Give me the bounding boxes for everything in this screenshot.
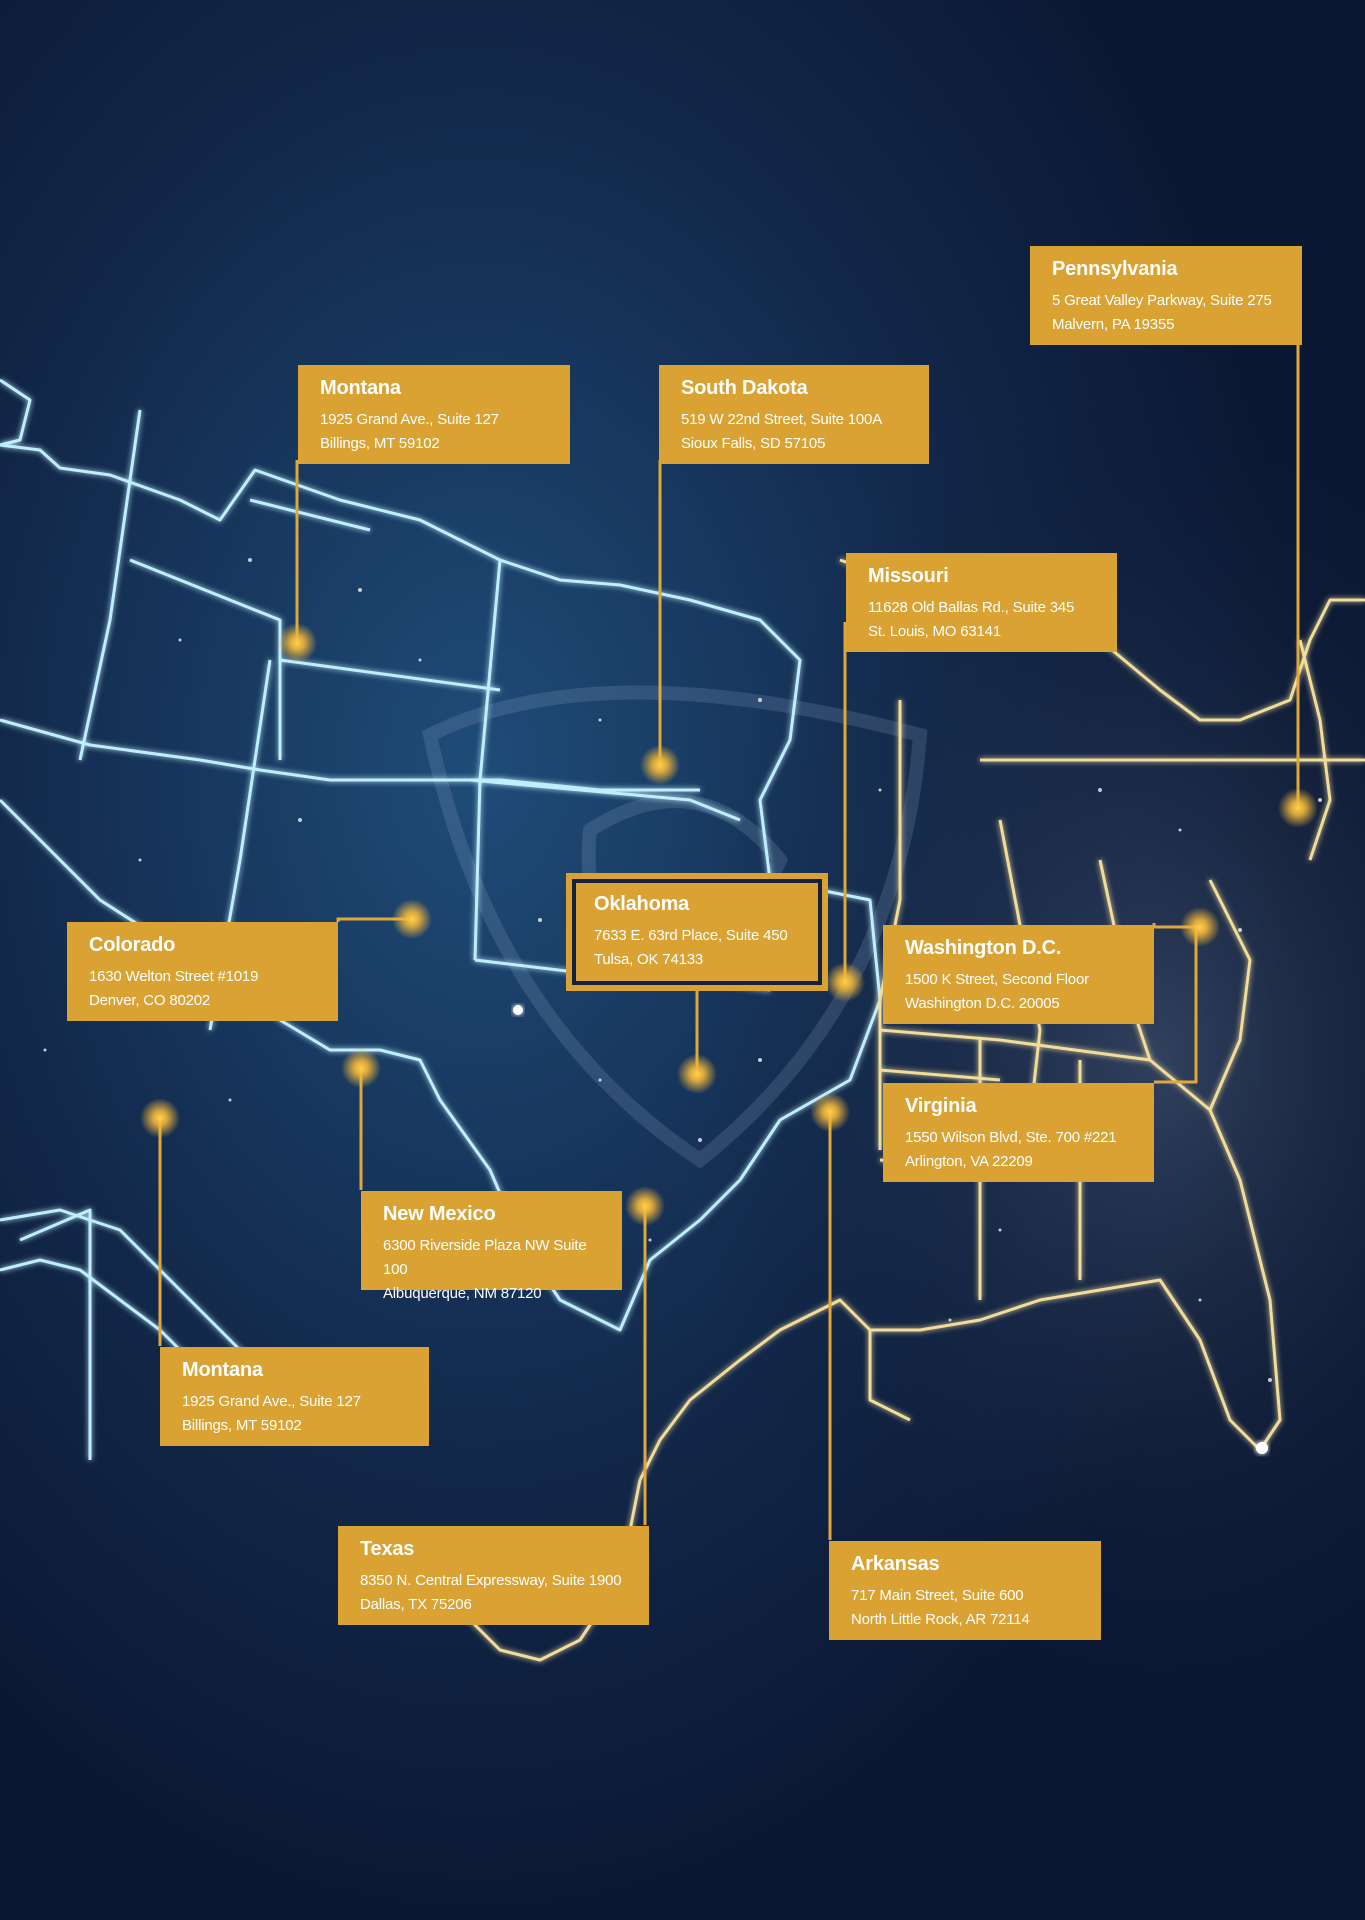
office-address-line2: Dallas, TX 75206 — [360, 1596, 472, 1613]
office-address-line1: 1630 Welton Street #1019 — [89, 968, 259, 985]
office-card-pennsylvania: Pennsylvania 5 Great Valley Parkway, Sui… — [1030, 246, 1302, 345]
pin-montana-south — [140, 1098, 180, 1138]
office-state: Washington D.C. — [905, 937, 1062, 959]
office-address-line1: 1500 K Street, Second Floor — [905, 971, 1089, 988]
pin-south-dakota — [640, 745, 680, 785]
office-address-line2: North Little Rock, AR 72114 — [851, 1611, 1030, 1628]
office-address-line2: Billings, MT 59102 — [182, 1417, 302, 1434]
connector-colorado — [336, 917, 410, 922]
pin-colorado — [392, 899, 432, 939]
office-card-virginia: Virginia 1550 Wilson Blvd, Ste. 700 #221… — [883, 1083, 1154, 1182]
office-address-line1: 5 Great Valley Parkway, Suite 275 — [1052, 292, 1272, 309]
pin-oklahoma — [677, 1054, 717, 1094]
office-card-colorado: Colorado 1630 Welton Street #1019 Denver… — [67, 922, 338, 1021]
office-address-line2: St. Louis, MO 63141 — [868, 623, 1001, 640]
office-state: Montana — [320, 377, 401, 399]
office-state: Virginia — [905, 1095, 977, 1117]
florida-light — [1256, 1442, 1268, 1454]
pin-washington-dc — [1180, 907, 1220, 947]
office-address-line1: 519 W 22nd Street, Suite 100A — [681, 411, 882, 428]
office-address-line2: Tulsa, OK 74133 — [594, 951, 704, 968]
office-state: Missouri — [868, 565, 949, 587]
office-address-line1: 8350 N. Central Expressway, Suite 1900 — [360, 1572, 622, 1589]
office-card-missouri: Missouri 11628 Old Ballas Rd., Suite 345… — [846, 553, 1117, 652]
office-state: New Mexico — [383, 1203, 496, 1225]
pin-montana-north — [277, 623, 317, 663]
office-address-line1: 717 Main Street, Suite 600 — [851, 1587, 1024, 1604]
office-card-south-dakota: South Dakota 519 W 22nd Street, Suite 10… — [659, 365, 929, 464]
office-address-line1: 1925 Grand Ave., Suite 127 — [182, 1393, 361, 1410]
office-state: Colorado — [89, 934, 176, 956]
office-state: Oklahoma — [594, 893, 690, 915]
office-address-line1: 7633 E. 63rd Place, Suite 450 — [594, 927, 788, 944]
pin-new-mexico — [341, 1048, 381, 1088]
connector-lines — [158, 345, 1300, 1540]
pin-arkansas — [810, 1092, 850, 1132]
office-card-montana-south: Montana 1925 Grand Ave., Suite 127 Billi… — [160, 1347, 429, 1446]
office-address-line2: Sioux Falls, SD 57105 — [681, 435, 826, 452]
kansas-light — [513, 1005, 523, 1015]
office-address-line1: 11628 Old Ballas Rd., Suite 345 — [868, 599, 1075, 616]
office-card-washington-dc: Washington D.C. 1500 K Street, Second Fl… — [883, 925, 1154, 1024]
office-address-line2: Washington D.C. 20005 — [905, 995, 1060, 1012]
office-address-line2: Billings, MT 59102 — [320, 435, 440, 452]
featured-frame: Oklahoma 7633 E. 63rd Place, Suite 450 T… — [572, 879, 822, 985]
location-pins — [140, 623, 1318, 1226]
office-state: Montana — [182, 1359, 263, 1381]
office-address-line1: 1925 Grand Ave., Suite 127 — [320, 411, 499, 428]
pin-pennsylvania — [1278, 788, 1318, 828]
office-state: Pennsylvania — [1052, 258, 1178, 280]
office-state: Arkansas — [851, 1553, 940, 1575]
office-address-line2: Malvern, PA 19355 — [1052, 316, 1175, 333]
office-state: Texas — [360, 1538, 415, 1560]
office-card-texas: Texas 8350 N. Central Expressway, Suite … — [338, 1526, 649, 1625]
office-card-new-mexico: New Mexico 6300 Riverside Plaza NW Suite… — [361, 1191, 622, 1302]
office-state: South Dakota — [681, 377, 808, 399]
connector-virginia — [1154, 925, 1198, 1084]
office-address-line1: 6300 Riverside Plaza NW Suite 100 — [383, 1237, 587, 1278]
office-card-montana-north: Montana 1925 Grand Ave., Suite 127 Billi… — [298, 365, 570, 464]
office-address-line2: Albuquerque, NM 87120 — [383, 1285, 542, 1302]
office-address-line1: 1550 Wilson Blvd, Ste. 700 #221 — [905, 1129, 1117, 1146]
office-address-line2: Denver, CO 80202 — [89, 992, 211, 1009]
office-card-arkansas: Arkansas 717 Main Street, Suite 600 Nort… — [829, 1541, 1101, 1640]
pin-texas — [625, 1186, 665, 1226]
pin-missouri — [825, 962, 865, 1002]
office-address-line2: Arlington, VA 22209 — [905, 1153, 1033, 1170]
office-card-oklahoma: Oklahoma 7633 E. 63rd Place, Suite 450 T… — [566, 873, 828, 991]
